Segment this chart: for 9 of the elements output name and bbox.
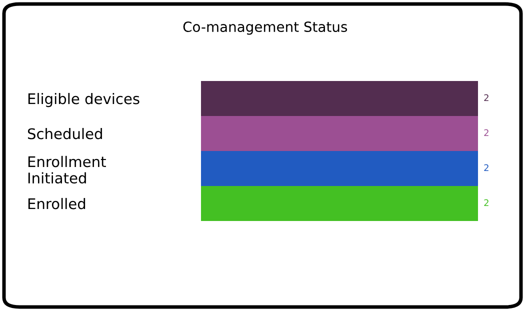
data-label: 2 (484, 94, 488, 101)
data-label: 2 (484, 129, 488, 136)
data-label: 2 (484, 199, 488, 206)
y-tick-label: Enrolled (28, 198, 86, 210)
chart-title: Co-management Status (183, 22, 348, 35)
y-tick-label: Enrollment Initiated (28, 156, 106, 184)
y-tick-label: Scheduled (28, 128, 102, 140)
y-tick-label: Eligible devices (28, 92, 140, 108)
data-label: 2 (484, 164, 488, 171)
